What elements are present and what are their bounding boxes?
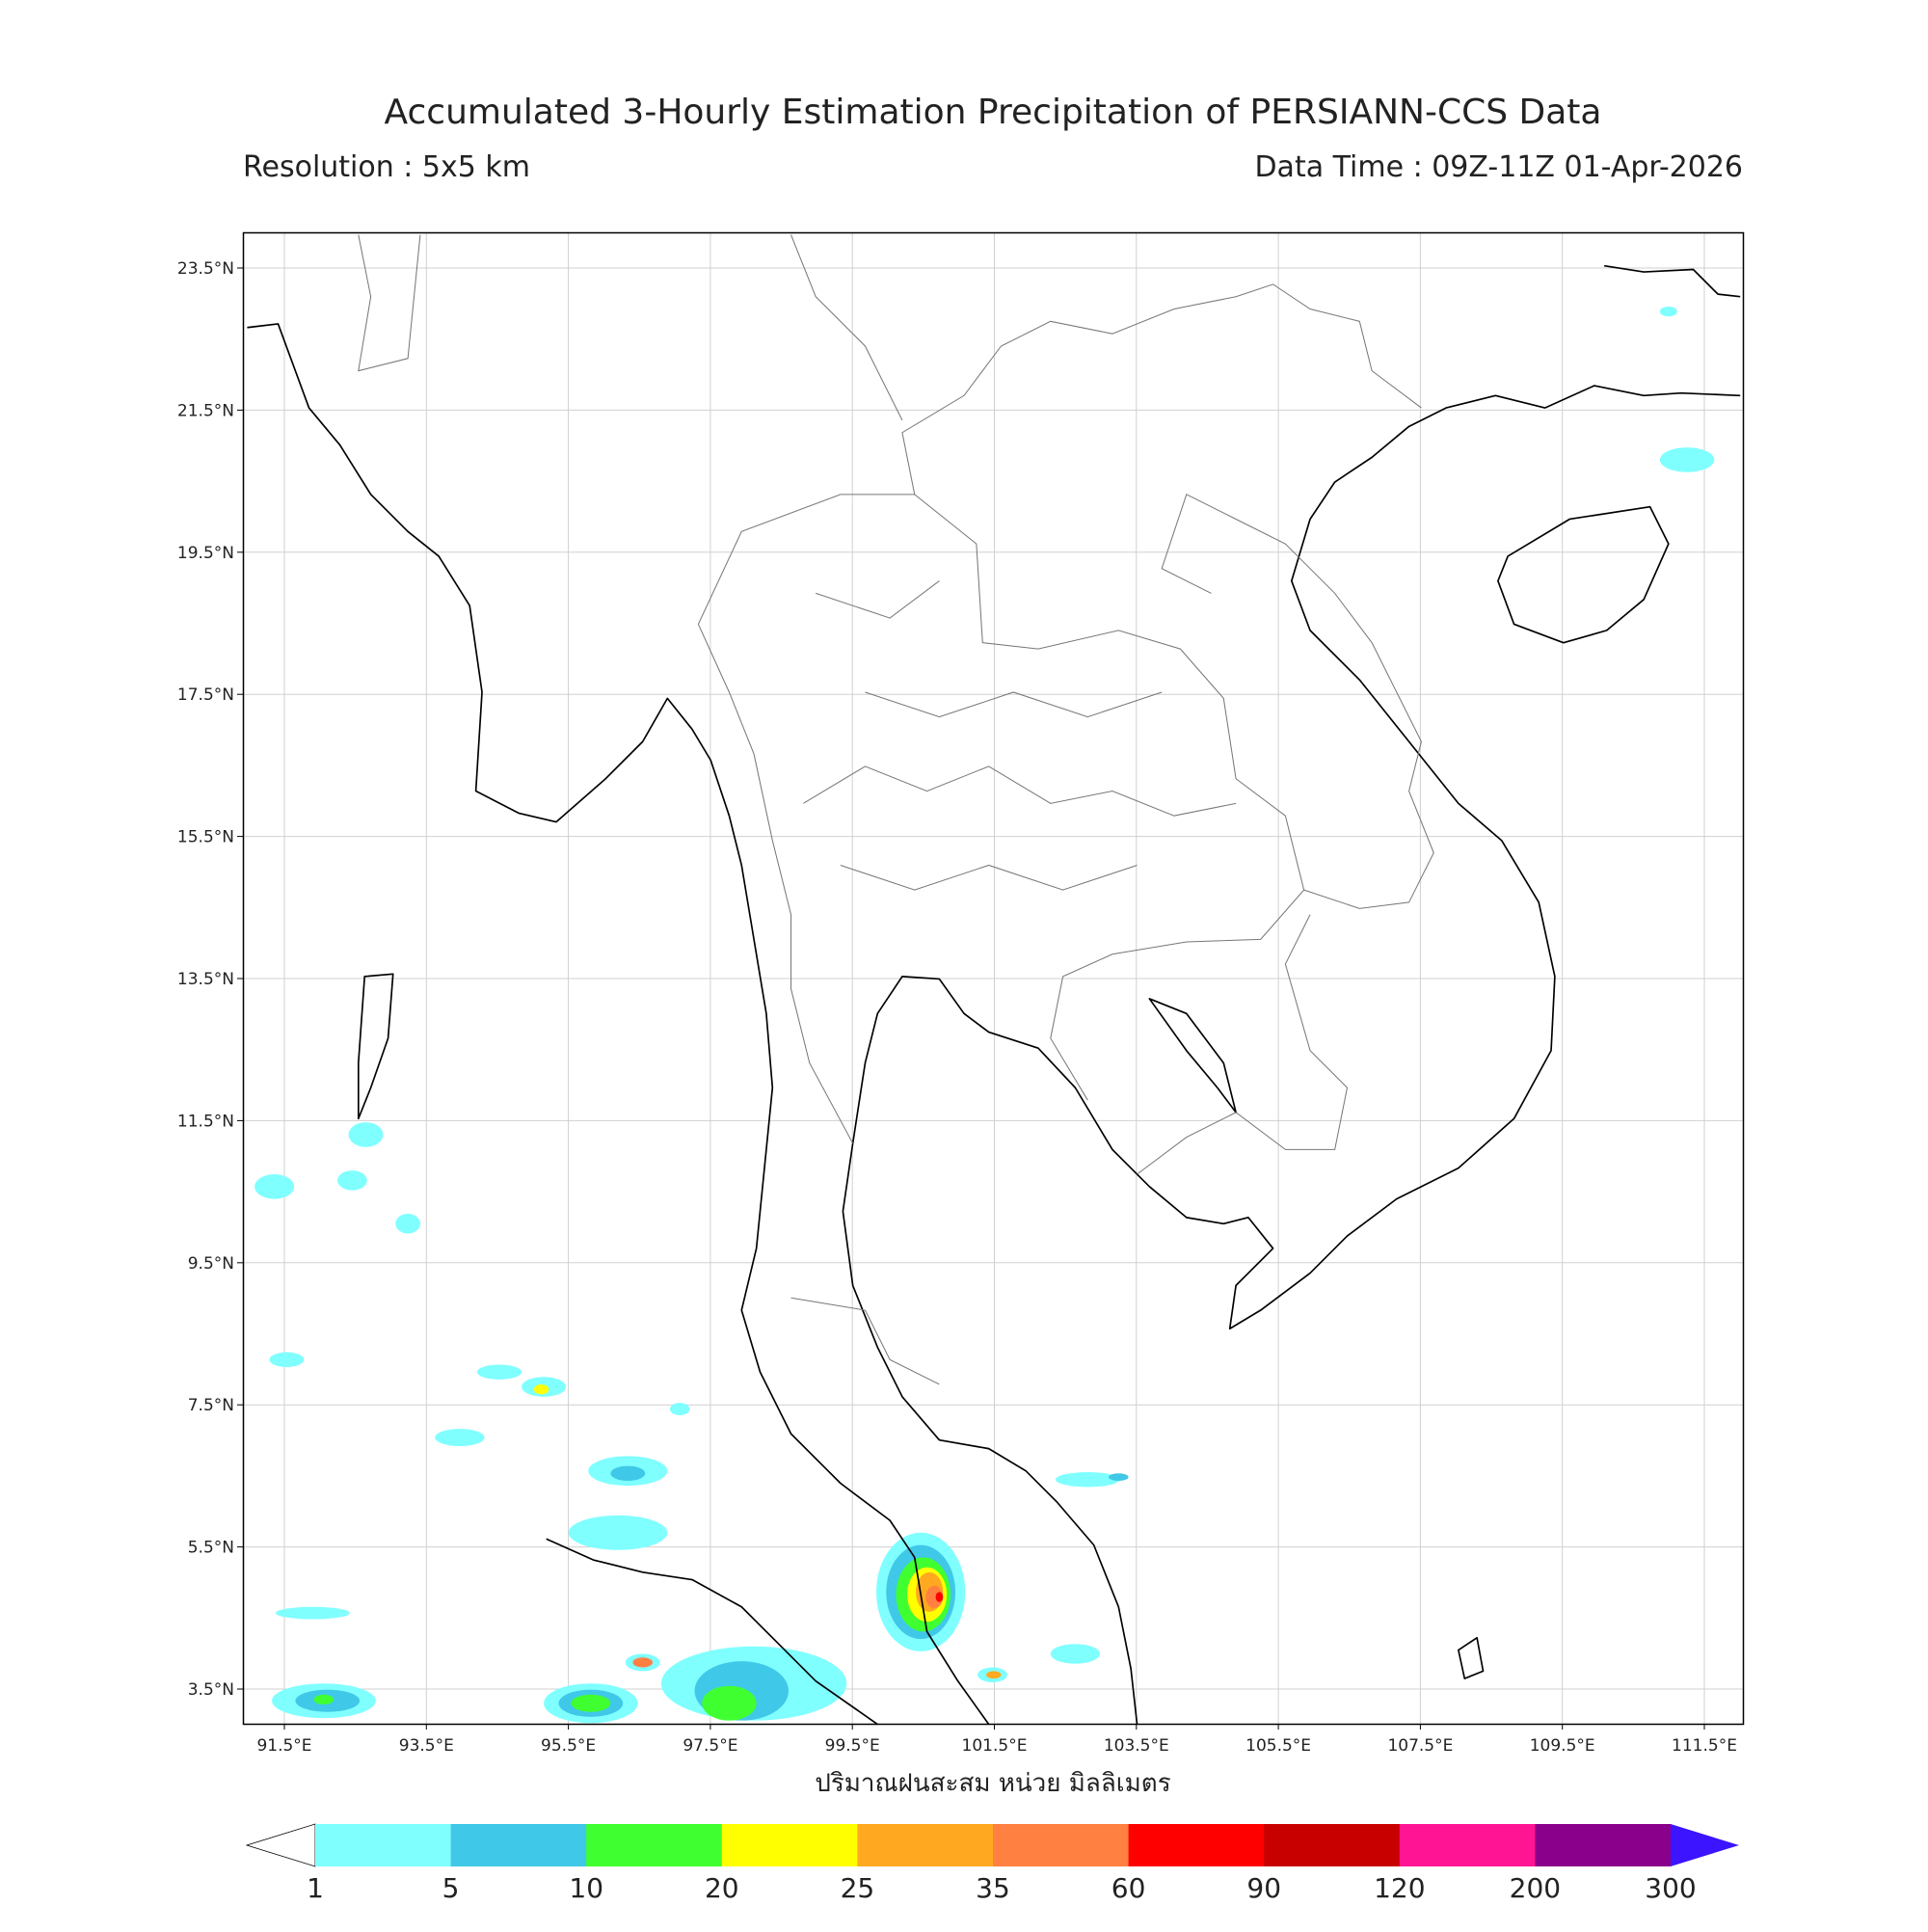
map-features [247,234,1741,1726]
lon-label: 91.5°E [256,1736,311,1756]
lon-label: 105.5°E [1245,1736,1311,1756]
colorbar: 1 5 10 20 25 35 60 90 120 200 300 [245,1823,1739,1904]
colorbar-label: 5 [442,1872,460,1904]
lon-label: 109.5°E [1530,1736,1595,1756]
lat-label: 15.5°N [177,828,234,847]
map-frame [242,231,1745,1726]
colorbar-segment [1535,1824,1672,1866]
colorbar-over [1671,1824,1739,1866]
lon-label: 107.5°E [1387,1736,1453,1756]
colorbar-segment [1264,1824,1401,1866]
colorbar-segment [315,1824,452,1866]
lon-label: 103.5°E [1104,1736,1169,1756]
colorbar-label: 25 [841,1872,875,1904]
colorbar-segment [1399,1824,1536,1866]
lon-label: 93.5°E [399,1736,454,1756]
lat-label: 11.5°N [177,1112,234,1131]
colorbar-label: 60 [1111,1872,1146,1904]
data-time: Data Time : 09Z-11Z 01-Apr-2026 [1254,150,1743,184]
colorbar-label: 200 [1510,1872,1561,1904]
colorbar-segment [586,1824,723,1866]
colorbar-label: 1 [307,1872,324,1904]
lat-label: 5.5°N [188,1539,234,1558]
lon-label: 101.5°E [962,1736,1028,1756]
lat-label: 7.5°N [188,1396,234,1415]
axis-label: ปริมาณฝนสะสม หน่วย มิลลิเมตร [815,1769,1170,1798]
colorbar-label: 35 [976,1872,1010,1904]
colorbar-label: 20 [705,1872,739,1904]
grid: 23.5°N 21.5°N 19.5°N 17.5°N 15.5°N 13.5°N 11.5… [177,232,1743,1756]
lat-label: 23.5°N [177,259,234,279]
lon-label: 111.5°E [1672,1736,1737,1756]
colorbar-segment [450,1824,587,1866]
resolution: Resolution : 5x5 km [243,150,530,184]
lon-label: 95.5°E [541,1736,596,1756]
colorbar-label: 120 [1374,1872,1425,1904]
lat-label: 13.5°N [177,970,234,989]
lat-label: 3.5°N [188,1680,234,1700]
precipitation [254,306,1715,1724]
colorbar-segment [721,1824,858,1866]
colorbar-segment [1128,1824,1265,1866]
lat-label: 19.5°N [177,544,234,563]
colorbar-segment [993,1824,1130,1866]
colorbar-label: 10 [569,1872,603,1904]
lat-label: 17.5°N [177,685,234,705]
title: Accumulated 3-Hourly Estimation Precipit… [385,93,1602,132]
colorbar-label: 90 [1246,1872,1281,1904]
lat-label: 9.5°N [188,1254,234,1274]
colorbar-segment [857,1824,994,1866]
lon-label: 97.5°E [683,1736,737,1756]
colorbar-label: 300 [1645,1872,1696,1904]
lat-label: 21.5°N [177,401,234,420]
lon-label: 99.5°E [825,1736,880,1756]
colorbar-under [245,1823,316,1867]
